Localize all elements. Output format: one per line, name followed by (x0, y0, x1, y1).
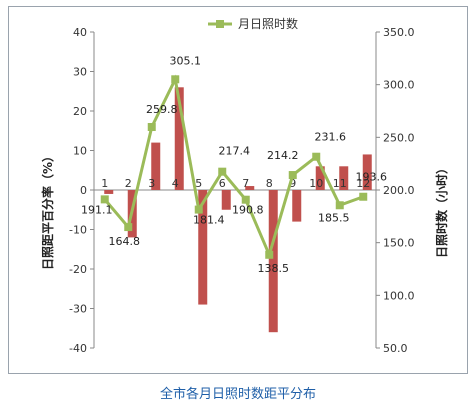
left-axis-title: 日照距平百分率（%） (40, 150, 55, 270)
data-label: 164.8 (109, 235, 141, 248)
line-marker (335, 201, 344, 210)
bar (221, 190, 231, 210)
category-label: 8 (266, 177, 273, 190)
data-label: 214.2 (267, 149, 299, 162)
left-tick-label: -10 (69, 224, 87, 237)
data-label: 231.6 (315, 131, 347, 144)
chart-frame (8, 6, 468, 374)
bar (315, 166, 325, 190)
category-label: 9 (289, 177, 296, 190)
right-tick-label: 50.0 (383, 342, 408, 355)
bar (151, 142, 161, 190)
line-marker (171, 75, 180, 84)
bar (198, 190, 208, 305)
right-tick-label: 200.0 (383, 184, 415, 197)
data-label: 259.8 (146, 103, 178, 116)
line-marker (147, 123, 156, 132)
left-tick-label: 40 (73, 26, 87, 39)
legend-label: 月日照时数 (238, 16, 298, 31)
data-label: 193.6 (356, 171, 388, 184)
category-label: 3 (148, 177, 155, 190)
bar (362, 154, 372, 190)
data-label: 138.5 (258, 262, 290, 275)
chart-caption: 全市各月日照时数距平分布 (159, 387, 316, 402)
category-label: 10 (309, 177, 323, 190)
data-label: 181.4 (193, 214, 225, 227)
right-tick-label: 150.0 (383, 237, 415, 250)
left-tick-label: -40 (69, 342, 87, 355)
bar (268, 190, 278, 333)
sunshine-line (103, 74, 364, 260)
category-label: 5 (195, 177, 202, 190)
left-tick-label: -30 (69, 303, 87, 316)
line-marker (218, 167, 227, 176)
data-label: 217.4 (219, 145, 251, 158)
line-marker (312, 152, 321, 161)
bar (104, 190, 114, 194)
right-tick-label: 350.0 (383, 26, 415, 39)
line-marker (241, 195, 250, 204)
bar (292, 190, 302, 222)
category-label: 4 (172, 177, 179, 190)
right-tick-label: 100.0 (383, 289, 415, 302)
category-label: 2 (125, 177, 132, 190)
left-tick-label: 30 (73, 66, 87, 79)
left-tick-label: 20 (73, 105, 87, 118)
bar (339, 166, 349, 190)
category-label: 6 (219, 177, 226, 190)
data-label: 191.1 (81, 203, 113, 216)
right-tick-label: 300.0 (383, 79, 415, 92)
line-marker (194, 205, 203, 214)
left-tick-label: 0 (80, 184, 87, 197)
left-tick-label: 10 (73, 145, 87, 158)
data-label: 305.1 (170, 54, 202, 67)
line-marker (359, 192, 368, 201)
category-label: 1 (101, 177, 108, 190)
line-marker (124, 223, 133, 232)
bar (245, 186, 255, 190)
left-tick-label: -20 (69, 263, 87, 276)
line-marker (288, 171, 297, 180)
legend-marker-swatch (216, 20, 224, 28)
data-label: 185.5 (318, 211, 350, 224)
line-marker (265, 250, 274, 259)
category-label: 11 (333, 177, 347, 190)
category-label: 12 (356, 177, 370, 190)
line-marker (100, 195, 109, 204)
category-label: 7 (242, 177, 249, 190)
bar (174, 87, 184, 190)
data-label: 190.8 (232, 204, 264, 217)
right-tick-label: 250.0 (383, 131, 415, 144)
right-axis-title: 日照时数（小时） (434, 162, 449, 258)
